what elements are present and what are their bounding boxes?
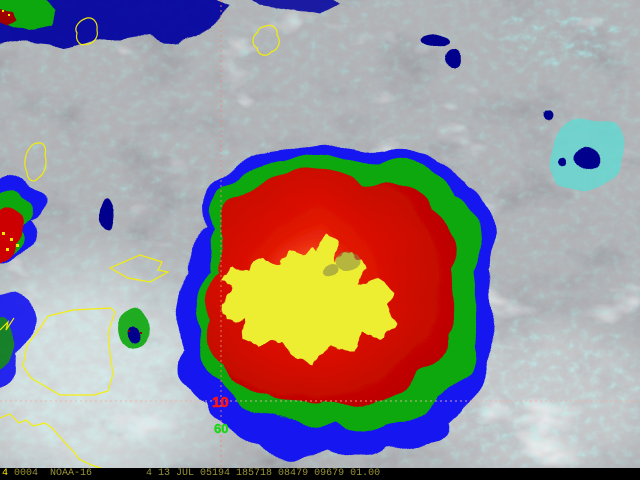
svg-text:10: 10 — [212, 394, 229, 411]
svg-text:60: 60 — [214, 421, 228, 436]
